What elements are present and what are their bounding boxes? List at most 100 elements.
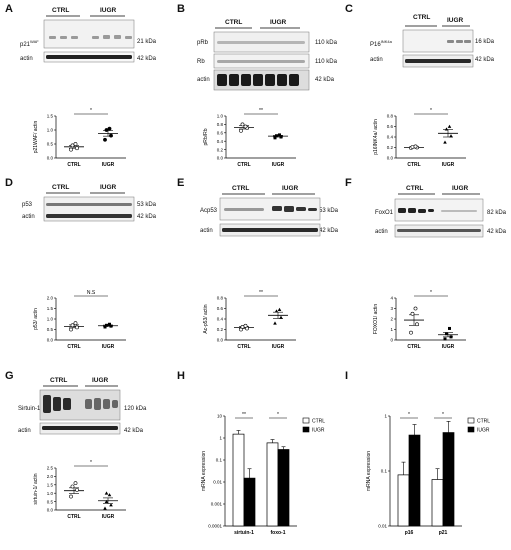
blot-c-group-lines — [405, 25, 470, 27]
y-tick-label-c: 0.2 — [387, 145, 394, 150]
y-tick-label-c: 0.8 — [387, 114, 394, 119]
data-point-a — [75, 146, 79, 151]
data-point-f — [415, 322, 419, 327]
data-point-g — [107, 493, 112, 497]
data-point-c — [449, 134, 453, 138]
data-point-g — [109, 503, 113, 507]
blot-g-group-iugr: IUGR — [92, 377, 109, 384]
bar-h — [243, 477, 256, 527]
y-tick-label-b: 0.0 — [217, 156, 224, 161]
data-point-a — [69, 147, 73, 152]
data-point-g — [70, 484, 75, 489]
data-point-g — [75, 487, 79, 492]
x-tick-label-h: foxo-1 — [271, 530, 286, 536]
blot-b-group-iugr: IUGR — [270, 19, 287, 26]
blot-e-group-iugr: IUGR — [282, 185, 299, 192]
data-point-b — [278, 133, 281, 137]
x-tick-label-f: CTRL — [407, 344, 420, 350]
y-tick-label-f: 3 — [390, 306, 393, 311]
data-point-a — [73, 142, 78, 146]
bar-h — [277, 449, 290, 527]
x-tick-label-i: p16 — [405, 530, 414, 536]
blot-e-group-ctrl: CTRL — [232, 185, 250, 192]
y-tick-label-i: 0.01 — [378, 524, 387, 529]
blot-g-image — [39, 389, 121, 435]
significance-mark-h: * — [277, 412, 279, 418]
data-point-d — [75, 325, 79, 330]
y-tick-label-e: 0.2 — [217, 327, 224, 332]
bar-h — [266, 442, 279, 527]
y-tick-label-a: 0.5 — [47, 142, 54, 147]
blot-e-band-label-acp53: Acp53 — [200, 208, 218, 214]
legend-swatch-i — [467, 417, 475, 424]
data-point-e — [279, 315, 283, 319]
y-tick-label-b: 1.0 — [217, 114, 224, 119]
x-tick-label-h: sirtuin-1 — [234, 530, 254, 536]
significance-mark-e: ** — [259, 290, 263, 296]
data-point-c — [444, 127, 449, 131]
blot-c-group-iugr: IUGR — [447, 17, 464, 24]
plot-h: 10 1 0.1 0.01 0.001 0.0001 mRNA expression sirt… — [201, 412, 325, 536]
y-axis-label-f: FOXO1/ actin — [373, 304, 379, 335]
data-point-a — [103, 137, 107, 142]
y-tick-label-g: 1.0 — [47, 491, 54, 496]
legend-label-h: IUGR — [312, 428, 325, 434]
blot-d-group-ctrl: CTRL — [52, 184, 70, 191]
blot-g-band-label-sirtuin1: Sirtuin-1 — [18, 406, 41, 412]
blot-e-kda-2: 42 kDa — [319, 228, 339, 234]
data-point-f — [449, 335, 453, 339]
blot-a-image — [43, 19, 135, 63]
blot-b-kda-2: 110 kDa — [315, 59, 337, 65]
blot-b-kda-1: 110 kDa — [315, 40, 337, 46]
y-tick-label-e: 0.8 — [217, 296, 224, 301]
panel-label-a: A — [5, 3, 13, 15]
x-tick-label-c: IUGR — [442, 162, 455, 168]
blot-f-kda-1: 82 kDa — [487, 210, 507, 216]
blot-c-kda-1: 16 kDa — [475, 39, 495, 45]
y-tick-label-f: 0 — [390, 338, 393, 343]
bar-i — [397, 474, 410, 527]
panel-label-e: E — [177, 177, 185, 189]
blot-a-group-iugr: IUGR — [100, 7, 117, 14]
blot-a-band-label-actin: actin — [20, 56, 33, 62]
plot-d: 0.0 0.5 1.0 1.5 2.0 p53/ actin CTRL IUGR N.S — [33, 290, 126, 350]
data-point-f — [410, 311, 415, 316]
blot-b-group-ctrl: CTRL — [225, 19, 243, 26]
blot-a-kda-2: 42 kDa — [137, 56, 157, 62]
blot-g-group-ctrl: CTRL — [50, 377, 68, 384]
y-tick-label-f: 4 — [390, 296, 393, 301]
bar-i — [408, 434, 421, 527]
data-point-f — [443, 337, 447, 341]
y-tick-label-i: 1 — [384, 414, 387, 419]
y-axis-label-d: p53/ actin — [33, 308, 39, 330]
y-tick-label-i: 0.1 — [381, 469, 388, 474]
x-tick-label-c: CTRL — [407, 162, 420, 168]
data-point-b — [243, 124, 248, 129]
legend-label-h: CTRL — [312, 419, 325, 425]
data-point-g — [73, 481, 78, 486]
y-tick-label-a: 1.0 — [47, 128, 54, 133]
data-point-g — [103, 506, 107, 510]
blot-d-kda-1: 53 kDa — [137, 202, 157, 208]
y-tick-label-b: 0.6 — [217, 131, 224, 136]
y-axis-label-h: mRNA expression — [201, 451, 207, 491]
y-tick-label-g: 2.5 — [47, 466, 54, 471]
data-point-d — [70, 323, 75, 328]
blot-a-group-ctrl: CTRL — [52, 7, 70, 14]
x-tick-label-a: IUGR — [102, 162, 115, 168]
y-tick-label-h: 1 — [219, 436, 222, 441]
data-point-f — [413, 306, 418, 311]
y-tick-label-h: 0.001 — [211, 502, 223, 507]
x-tick-label-i: p21 — [439, 530, 448, 536]
blot-e-group-lines — [222, 193, 315, 195]
blot-f-band-label-foxo1: FoxO1 — [375, 210, 394, 216]
blot-a-group-lines — [46, 15, 125, 17]
bar-h — [232, 433, 245, 527]
data-point-e — [273, 321, 277, 325]
data-point-f — [409, 330, 413, 335]
blot-a-band-label-p21: p21WAF — [20, 39, 39, 48]
significance-mark-g: * — [90, 460, 92, 466]
plot-b: 0.0 0.2 0.4 0.6 0.8 1.0 pRb/Rb CTRL IUGR ** — [203, 108, 296, 168]
x-tick-label-g: CTRL — [67, 514, 80, 520]
blot-f-band-label-actin: actin — [375, 229, 388, 235]
